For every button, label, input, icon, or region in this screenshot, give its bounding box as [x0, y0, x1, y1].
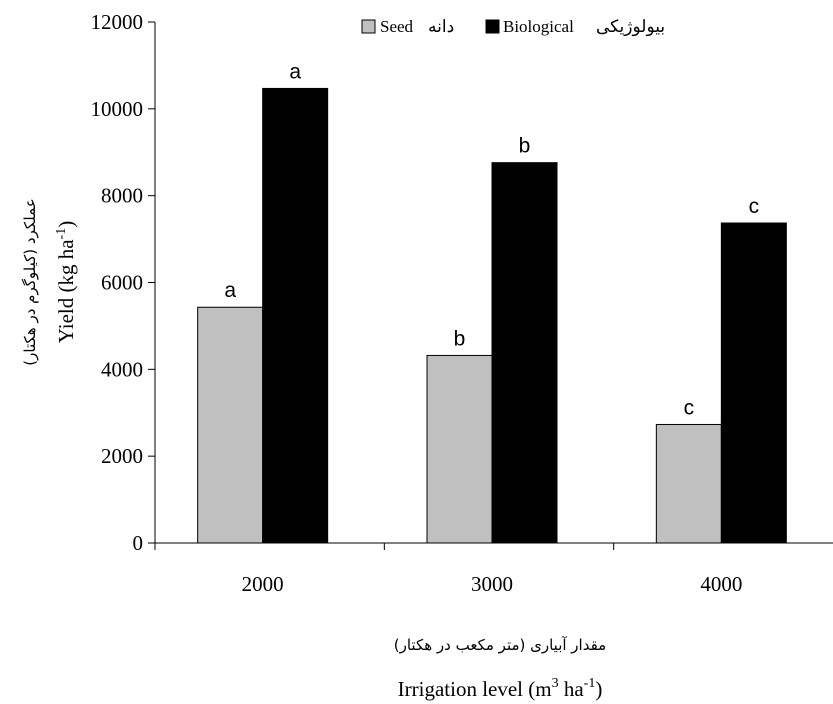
y-tick-label: 6000	[101, 271, 143, 295]
y-tick-label: 12000	[91, 10, 144, 34]
x-category-label: 2000	[242, 572, 284, 596]
significance-label-biological-2000: a	[289, 60, 301, 83]
y-axis-title-fa: عملکرد (کیلوگرم در هکتار)	[21, 198, 39, 365]
legend-swatch-seed	[362, 20, 375, 33]
bar-biological-2000	[263, 88, 328, 543]
legend: Seed دانه Biological بیولوژیکی	[362, 17, 665, 37]
significance-label-seed-4000: c	[684, 396, 695, 419]
bar-seed-3000	[427, 355, 492, 543]
y-tick-label: 2000	[101, 444, 143, 468]
y-axis-title-close: )	[54, 221, 78, 228]
y-ticks: 0 2000 4000 6000 8000 10000 12000	[91, 10, 156, 555]
x-axis-title-fa: مقدار آبیاری (متر مکعب در هکتار)	[394, 636, 606, 654]
legend-label-seed-fa: دانه	[428, 17, 454, 36]
bar-seed-4000	[656, 424, 721, 543]
legend-label-seed-en: Seed	[380, 17, 414, 36]
significance-label-biological-4000: c	[749, 195, 760, 218]
x-category-label: 3000	[471, 572, 513, 596]
y-axis-title-en: Yield (kg ha-1)	[54, 221, 78, 343]
significance-label-biological-3000: b	[519, 135, 531, 158]
y-axis-title-main: Yield (kg ha	[54, 239, 78, 343]
x-axis-title-en: Irrigation level (m3 ha-1)	[398, 676, 603, 701]
y-tick-label: 8000	[101, 184, 143, 208]
legend-label-biological-en: Biological	[503, 17, 574, 36]
significance-label-seed-3000: b	[454, 327, 466, 350]
y-tick-label: 4000	[101, 357, 143, 381]
significance-label-seed-2000: a	[224, 279, 236, 302]
legend-label-biological-fa: بیولوژیکی	[596, 17, 665, 37]
y-axis-title-sup: -1	[54, 228, 69, 240]
svg-text:عملکرد (کیلوگرم در هکتار): عملکرد (کیلوگرم در هکتار)	[21, 198, 39, 365]
y-tick-label: 10000	[91, 97, 144, 121]
x-ticks: 2000 3000 4000	[155, 543, 833, 596]
bars	[198, 88, 787, 543]
svg-text:Yield (kg ha-1): Yield (kg ha-1)	[54, 221, 78, 343]
legend-swatch-biological	[486, 20, 499, 33]
bar-biological-3000	[492, 163, 557, 543]
y-tick-label: 0	[133, 531, 144, 555]
bar-seed-2000	[198, 307, 263, 543]
bar-biological-4000	[721, 223, 786, 543]
x-category-label: 4000	[700, 572, 742, 596]
